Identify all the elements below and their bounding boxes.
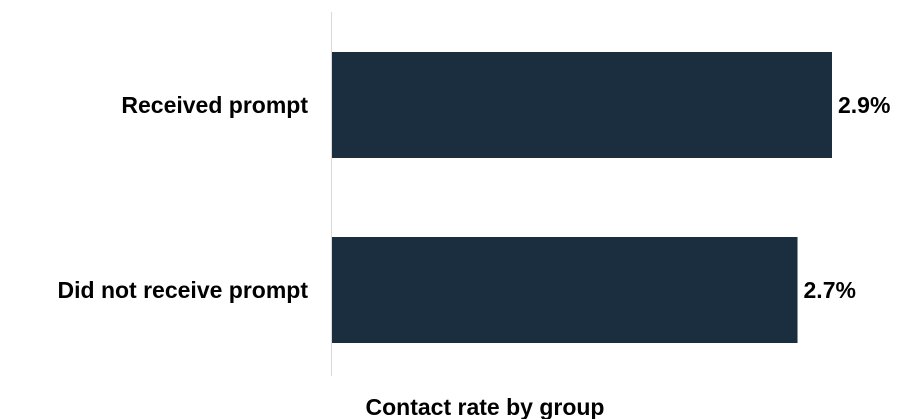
category-label-2: Did not receive prompt: [58, 277, 309, 303]
x-axis-title: Contact rate by group: [366, 394, 605, 419]
data-label-1: 2.9%: [838, 92, 890, 118]
bar-1: [332, 52, 832, 158]
data-label-2: 2.7%: [804, 277, 856, 303]
category-label-1: Received prompt: [121, 92, 308, 118]
bars-layer: Received prompt 2.9% Did not receive promp…: [58, 52, 890, 343]
bar-2: [332, 237, 798, 343]
